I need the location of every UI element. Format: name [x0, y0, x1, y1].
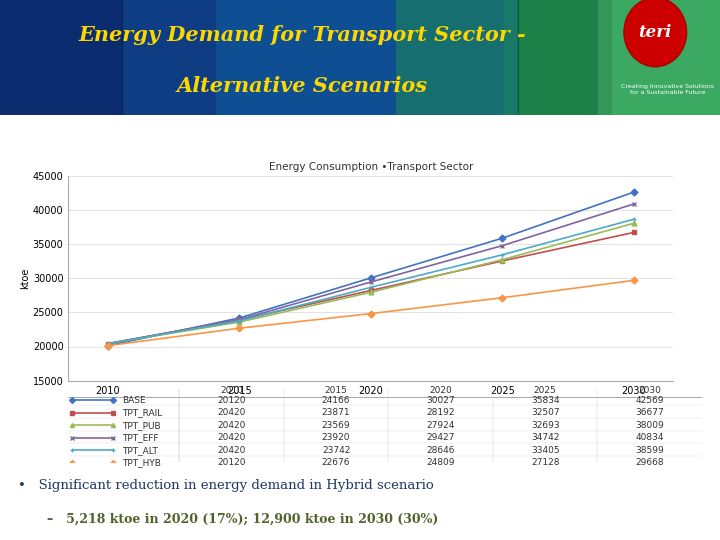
Text: 2030: 2030: [639, 387, 661, 395]
TPT_HYB: [366, 310, 375, 317]
Text: 29427: 29427: [426, 433, 455, 442]
Title: Energy Consumption •Transport Sector: Energy Consumption •Transport Sector: [269, 162, 473, 172]
TPT_RAIL: [629, 229, 638, 235]
Text: Energy Demand for Transport Sector -: Energy Demand for Transport Sector -: [78, 24, 526, 44]
TPT_EFF: [366, 279, 375, 285]
Text: 28192: 28192: [426, 408, 455, 417]
FancyBboxPatch shape: [122, 0, 518, 156]
TPT_PUB: [104, 340, 112, 347]
Text: 20420: 20420: [217, 408, 246, 417]
Text: •   Significant reduction in energy demand in Hybrid scenario: • Significant reduction in energy demand…: [18, 479, 433, 492]
Text: teri: teri: [639, 24, 672, 40]
Text: 24809: 24809: [426, 458, 455, 468]
Bar: [612, 0, 720, 115]
Text: 24166: 24166: [322, 396, 351, 404]
BASE: [104, 342, 112, 349]
TPT_HYB: [629, 277, 638, 284]
Text: TPT_ALT: TPT_ALT: [122, 446, 158, 455]
Text: 2025: 2025: [534, 387, 557, 395]
Text: 2020: 2020: [429, 387, 452, 395]
Text: Creating Innovative Solutions
for a Sustainable Future: Creating Innovative Solutions for a Sust…: [621, 84, 714, 95]
TPT_RAIL: [104, 340, 112, 347]
TPT_PUB: [498, 256, 507, 263]
BASE: [629, 189, 638, 195]
Text: 32507: 32507: [531, 408, 559, 417]
TPT_PUB: [366, 289, 375, 295]
TPT_ALT: [366, 284, 375, 291]
Circle shape: [624, 0, 687, 67]
Line: TPT_PUB: TPT_PUB: [105, 221, 636, 346]
Bar: [0, 0, 598, 115]
Bar: [504, 0, 612, 115]
Text: 38599: 38599: [635, 446, 664, 455]
TPT_HYB: [235, 325, 243, 332]
TPT_EFF: [629, 201, 638, 207]
Text: 2010: 2010: [220, 387, 243, 395]
Y-axis label: ktoe: ktoe: [20, 267, 30, 289]
Text: 20120: 20120: [217, 458, 246, 468]
Text: 23871: 23871: [322, 408, 351, 417]
TPT_RAIL: [366, 287, 375, 294]
Text: 23569: 23569: [322, 421, 351, 430]
Text: TPT_RAIL: TPT_RAIL: [122, 408, 163, 417]
Line: TPT_ALT: TPT_ALT: [105, 217, 636, 346]
Text: 20420: 20420: [217, 446, 246, 455]
Text: 32693: 32693: [531, 421, 559, 430]
Text: 40834: 40834: [636, 433, 664, 442]
Text: 20420: 20420: [217, 433, 246, 442]
Text: 42569: 42569: [636, 396, 664, 404]
Line: TPT_EFF: TPT_EFF: [105, 201, 636, 346]
TPT_RAIL: [235, 317, 243, 323]
TPT_HYB: [498, 294, 507, 301]
Text: 20120: 20120: [217, 396, 246, 404]
Bar: [0, 0, 216, 115]
Text: 36677: 36677: [635, 408, 664, 417]
BASE: [235, 315, 243, 321]
TPT_PUB: [629, 220, 638, 227]
Text: Alternative Scenarios: Alternative Scenarios: [177, 76, 428, 96]
Text: 35834: 35834: [531, 396, 559, 404]
Line: BASE: BASE: [105, 190, 636, 348]
Text: 38009: 38009: [635, 421, 664, 430]
TPT_EFF: [104, 340, 112, 347]
Line: TPT_HYB: TPT_HYB: [105, 278, 636, 348]
TPT_EFF: [235, 316, 243, 323]
BASE: [366, 275, 375, 281]
Bar: [396, 0, 504, 115]
TPT_ALT: [498, 252, 507, 258]
TPT_ALT: [104, 340, 112, 347]
Text: 2015: 2015: [325, 387, 348, 395]
TPT_PUB: [235, 319, 243, 325]
TPT_EFF: [498, 242, 507, 249]
Bar: [216, 0, 396, 115]
Text: TPT_EFF: TPT_EFF: [122, 433, 158, 442]
Text: 23742: 23742: [322, 446, 351, 455]
TPT_ALT: [235, 318, 243, 324]
Text: 27128: 27128: [531, 458, 559, 468]
Text: 34742: 34742: [531, 433, 559, 442]
Text: TPT_PUB: TPT_PUB: [122, 421, 161, 430]
Text: 20420: 20420: [217, 421, 246, 430]
Text: 33405: 33405: [531, 446, 559, 455]
Text: 28646: 28646: [426, 446, 455, 455]
Text: BASE: BASE: [122, 396, 146, 404]
Text: –   5,218 ktoe in 2020 (17%); 12,900 ktoe in 2030 (30%): – 5,218 ktoe in 2020 (17%); 12,900 ktoe …: [47, 512, 438, 525]
Line: TPT_RAIL: TPT_RAIL: [105, 230, 636, 346]
TPT_HYB: [104, 342, 112, 349]
Text: TPT_HYB: TPT_HYB: [122, 458, 161, 468]
Text: 30027: 30027: [426, 396, 455, 404]
Text: 23920: 23920: [322, 433, 351, 442]
TPT_RAIL: [498, 258, 507, 264]
Text: 29668: 29668: [636, 458, 664, 468]
Text: 27924: 27924: [426, 421, 455, 430]
TPT_ALT: [629, 216, 638, 222]
Text: 22676: 22676: [322, 458, 351, 468]
BASE: [498, 235, 507, 241]
